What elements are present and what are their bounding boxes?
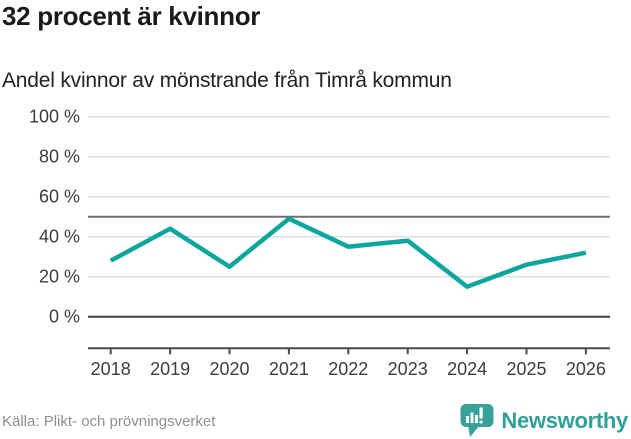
trend-line [109, 216, 587, 289]
y-tick-label: 100 % [29, 107, 80, 127]
newsworthy-logo-icon [460, 404, 494, 437]
x-tick-label: 2023 [388, 359, 428, 379]
x-tick-label: 2024 [447, 359, 487, 379]
y-tick-label: 40 % [39, 227, 80, 247]
x-tick-label: 2018 [91, 359, 131, 379]
chart-subtitle: Andel kvinnor av mönstrande från Timrå k… [2, 69, 452, 92]
x-tick-label: 2019 [150, 359, 190, 379]
x-tick-label: 2020 [209, 359, 249, 379]
y-tick-label: 80 % [39, 147, 80, 167]
x-tick-label: 2026 [566, 359, 606, 379]
x-tick-label: 2025 [506, 359, 546, 379]
y-tick-label: 60 % [39, 187, 80, 207]
brand-footer: Newsworthy [460, 402, 628, 439]
y-tick-label: 20 % [39, 267, 80, 287]
y-tick-label: 0 % [49, 307, 80, 327]
x-tick-label: 2022 [328, 359, 368, 379]
x-tick-label: 2021 [269, 359, 309, 379]
brand-name: Newsworthy [501, 408, 628, 433]
source-caption: Källa: Plikt- och prövningsverket [2, 413, 216, 430]
page-title: 32 procent är kvinnor [2, 1, 261, 31]
